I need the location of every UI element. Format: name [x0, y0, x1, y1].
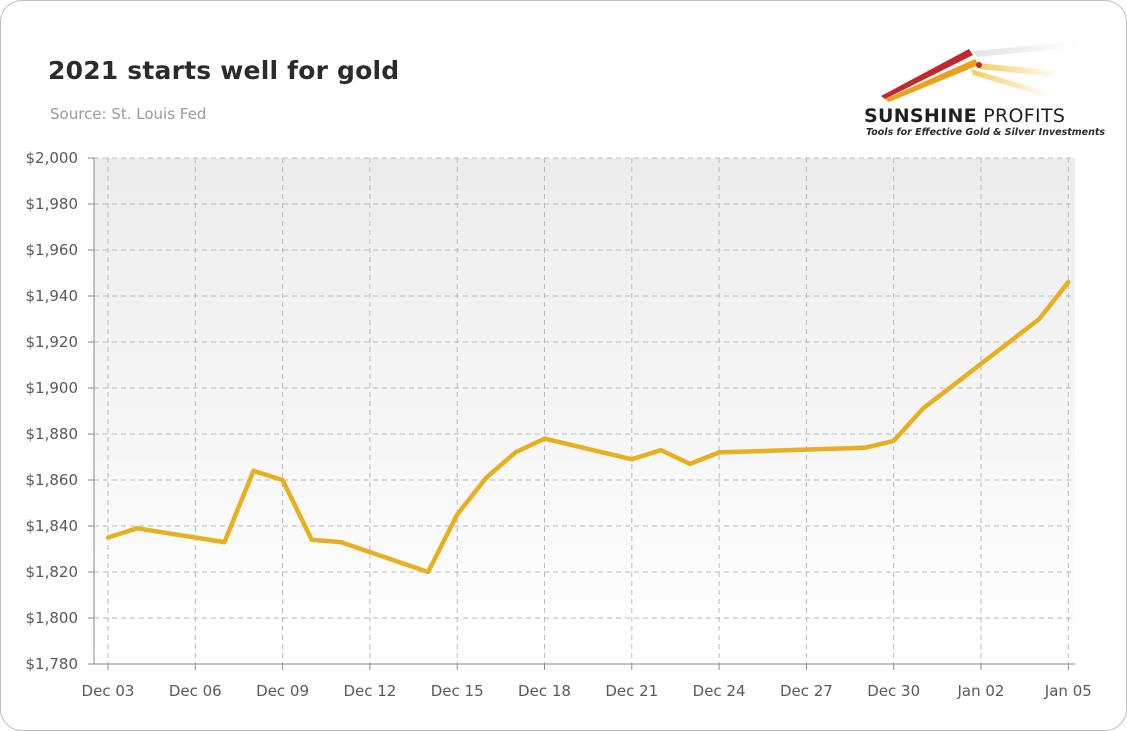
data-point: [426, 570, 430, 574]
y-tick-label: $1,920: [26, 333, 79, 351]
chart-title: 2021 starts well for gold: [48, 56, 400, 85]
y-tick-label: $1,820: [26, 563, 79, 581]
data-point: [484, 476, 488, 480]
y-tick-label: $1,880: [26, 425, 79, 443]
y-tick-label: $1,980: [26, 195, 79, 213]
x-tick-label: Dec 15: [431, 682, 484, 700]
data-point: [863, 446, 867, 450]
data-point: [921, 407, 925, 411]
y-tick-label: $1,840: [26, 517, 79, 535]
data-point: [310, 538, 314, 542]
x-tick-label: Dec 24: [693, 682, 746, 700]
data-point: [339, 540, 343, 544]
y-tick-label: $2,000: [26, 149, 79, 167]
y-tick-label: $1,780: [26, 655, 79, 673]
y-tick-label: $1,800: [26, 609, 79, 627]
data-point: [543, 437, 546, 441]
x-tick-label: Jan 05: [1044, 682, 1092, 700]
data-point: [1037, 317, 1041, 321]
data-point: [688, 462, 692, 466]
y-tick-label: $1,860: [26, 471, 79, 489]
data-point: [659, 448, 663, 452]
data-point: [513, 450, 517, 454]
data-point: [892, 439, 896, 443]
data-point: [252, 469, 255, 473]
x-tick-label: Dec 27: [780, 682, 833, 700]
x-tick-label: Dec 30: [867, 682, 920, 700]
brand-tagline: Tools for Effective Gold & Silver Invest…: [866, 127, 1106, 138]
data-point: [281, 478, 285, 482]
x-tick-label: Dec 03: [82, 682, 135, 700]
data-point: [630, 457, 634, 461]
sunshine-profits-logo-icon: [881, 41, 1081, 102]
x-tick-label: Dec 21: [605, 682, 658, 700]
x-tick-label: Dec 09: [256, 682, 309, 700]
y-tick-label: $1,960: [26, 241, 79, 259]
data-point: [717, 450, 721, 454]
x-tick-label: Dec 06: [169, 682, 222, 700]
y-tick-label: $1,900: [26, 379, 79, 397]
chart-source: Source: St. Louis Fed: [50, 105, 207, 123]
x-tick-label: Jan 02: [957, 682, 1005, 700]
data-point: [135, 526, 139, 530]
plot-area: [94, 158, 1075, 664]
data-point: [106, 536, 110, 539]
data-point: [222, 540, 226, 544]
data-point: [1066, 280, 1070, 284]
brand-name: SUNSHINE PROFITS: [864, 105, 1066, 127]
data-point: [455, 513, 459, 516]
x-tick-label: Dec 18: [518, 682, 571, 700]
y-tick-label: $1,940: [26, 287, 79, 305]
x-tick-label: Dec 12: [343, 682, 396, 700]
